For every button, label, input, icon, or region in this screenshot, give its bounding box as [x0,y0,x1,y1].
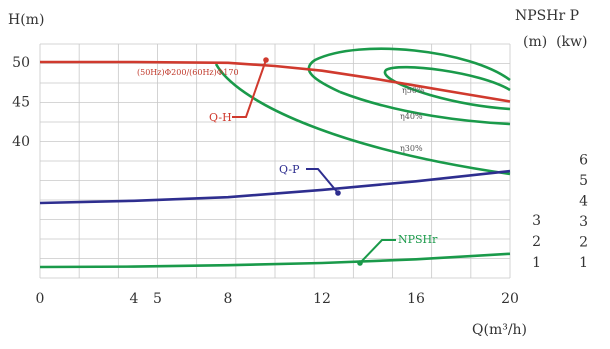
callout-q-p: Q-P [279,163,341,196]
h-tick-label: 40 [12,134,30,150]
p-tick-label: 2 [579,235,588,251]
grid [39,43,511,279]
series-line-q-p [39,169,511,205]
label-npshr: NPSHr [398,233,438,246]
x-tick-label: 12 [313,291,331,307]
efficiency-curve-40 [339,90,511,126]
efficiency-label-50: η50% [402,86,425,95]
efficiency-curve-30 [214,63,511,176]
efficiency-curve-40-outer [307,47,511,94]
p-tick-label: 5 [579,173,588,189]
efficiency-label-40: η40% [400,112,423,121]
h-tick-labels: 50 45 40 [12,55,30,150]
label-q-p: Q-P [279,163,300,176]
efficiency-curve-50 [383,65,511,111]
x-tick-label: 4 [130,291,139,307]
x-tick-labels: 0 4 5 8 12 16 20 [36,291,519,307]
p-tick-labels: 6 5 4 3 2 1 [579,153,588,272]
x-axis-label: Q(m³/h) [472,322,527,338]
p-tick-label: 6 [579,153,588,169]
h-tick-label: 45 [12,95,30,111]
npshr-tick-label: 2 [532,234,541,250]
series-line-q-h [40,60,511,103]
y-axis-label: H(m) [8,12,44,28]
h-tick-label: 50 [12,55,30,71]
p-tick-label: 1 [579,255,588,271]
p-tick-label: 3 [579,214,588,230]
efficiency-curves [214,47,511,176]
efficiency-label-30: η30% [400,144,423,153]
npshr-tick-label: 3 [532,213,541,229]
right-axis-label: NPSHr P [515,8,579,24]
callout-npshr: NPSHr [357,233,438,266]
label-q-h: Q-H [209,111,232,124]
x-tick-label: 5 [153,291,162,307]
efficiency-labels: η50% η40% η30% [400,86,425,153]
x-tick-label: 0 [36,291,45,307]
callout-q-h: Q-H [209,57,269,124]
series-line-npshr [39,252,511,269]
x-tick-label: 16 [407,291,425,307]
impeller-label: (50Hz)Φ200/(60Hz)Φ170 [137,68,239,77]
npshr-tick-label: 1 [532,255,541,271]
x-tick-label: 20 [501,291,519,307]
right-axis-units: (m) (kw) [523,34,588,50]
npshr-tick-labels: 3 2 1 [532,213,541,271]
x-tick-label: 8 [224,291,233,307]
p-tick-label: 4 [579,194,588,210]
